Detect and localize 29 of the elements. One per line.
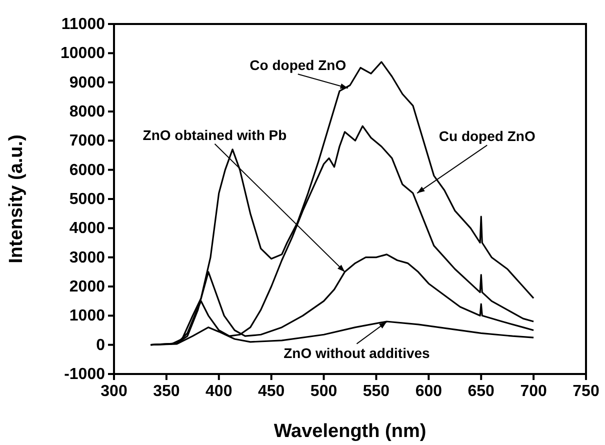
- y-tick-label: 2000: [69, 278, 106, 296]
- y-tick-label: 6000: [69, 162, 106, 179]
- y-tick-label: 8000: [69, 104, 106, 120]
- x-tick-label: 300: [100, 383, 128, 400]
- y-tick-label: 0: [96, 336, 106, 354]
- x-tick-label: 750: [572, 383, 600, 400]
- x-tick-label: 700: [520, 383, 547, 400]
- x-tick-label: 650: [468, 383, 495, 400]
- x-tick-label: 600: [415, 383, 442, 400]
- annotation: ZnO obtained with Pb: [142, 126, 287, 143]
- y-tick-label: 1000: [69, 308, 106, 325]
- x-axis-title: Wavelength (nm): [274, 421, 426, 442]
- x-tick-label: 450: [258, 383, 285, 400]
- y-tick-label: 10000: [60, 45, 106, 62]
- y-tick-label: 3000: [69, 249, 106, 266]
- y-tick-label: 7000: [69, 132, 106, 150]
- y-tick-label: 11000: [61, 16, 106, 33]
- y-axis-title: Intensity (a.u.): [6, 134, 27, 264]
- x-tick-label: 550: [362, 383, 390, 400]
- annotation: Cu doped ZnO: [438, 128, 536, 144]
- x-tick-label: 400: [206, 383, 232, 400]
- y-tick-label: 9000: [69, 74, 106, 92]
- y-tick-label: 4000: [69, 220, 106, 238]
- y-tick-label: 5000: [69, 191, 106, 208]
- y-tick-label: -1000: [64, 366, 106, 383]
- x-tick-label: 500: [310, 383, 338, 400]
- x-tick-label: 350: [153, 383, 180, 400]
- annotation: ZnO without additives: [284, 344, 430, 361]
- annotation: Co doped ZnO: [250, 57, 346, 74]
